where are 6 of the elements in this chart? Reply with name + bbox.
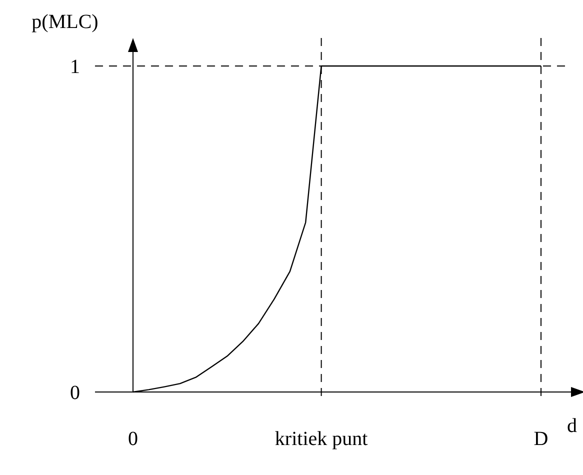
x-tick-label: D bbox=[534, 428, 548, 450]
x-tick-label: kritiek punt bbox=[274, 428, 368, 450]
x-axis-title: d bbox=[567, 415, 577, 437]
x-tick-label: 0 bbox=[128, 428, 138, 450]
y-axis-title: p(MLC) bbox=[32, 11, 98, 33]
y-tick-label: 1 bbox=[70, 56, 80, 78]
